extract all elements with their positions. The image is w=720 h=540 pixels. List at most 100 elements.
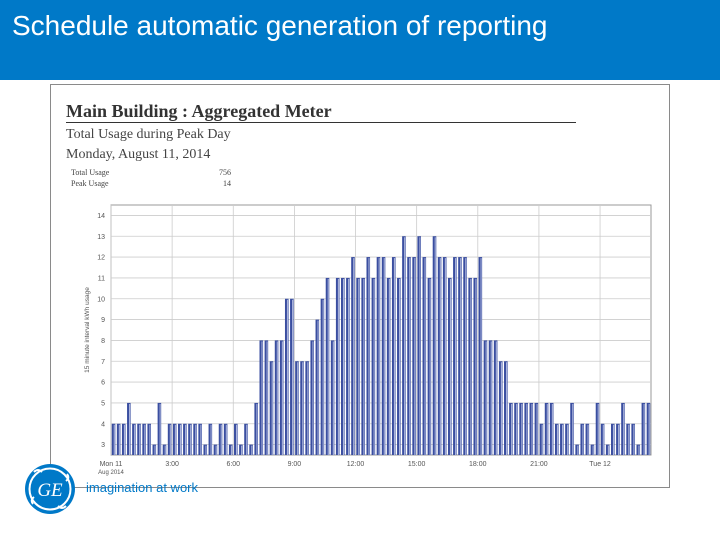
usage-bar bbox=[549, 402, 554, 455]
usage-bar-highlight bbox=[577, 445, 579, 455]
usage-bar bbox=[560, 423, 564, 455]
usage-bar bbox=[269, 361, 274, 455]
usage-bar bbox=[157, 402, 162, 455]
usage-bar-highlight bbox=[353, 258, 355, 455]
usage-bar-highlight bbox=[348, 278, 350, 455]
usage-bar-highlight bbox=[546, 403, 548, 455]
usage-bar-highlight bbox=[373, 278, 375, 455]
usage-bar bbox=[147, 423, 151, 455]
usage-bar-highlight bbox=[404, 237, 406, 455]
usage-bar-highlight bbox=[455, 258, 457, 455]
usage-bar-highlight bbox=[470, 278, 472, 455]
usage-bar-highlight bbox=[414, 258, 416, 455]
usage-bar bbox=[356, 277, 360, 455]
y-tick-label: 14 bbox=[97, 213, 105, 220]
usage-bar bbox=[111, 423, 116, 455]
usage-bar-highlight bbox=[409, 258, 411, 455]
usage-bar bbox=[320, 298, 325, 455]
usage-bar bbox=[422, 257, 427, 455]
usage-bar bbox=[498, 361, 503, 455]
usage-bar bbox=[325, 277, 330, 455]
usage-bar-highlight bbox=[302, 362, 304, 455]
usage-bar bbox=[300, 361, 304, 455]
usage-bar-highlight bbox=[363, 278, 365, 455]
usage-bar-highlight bbox=[266, 341, 268, 455]
usage-bar bbox=[249, 444, 253, 455]
usage-bar bbox=[595, 402, 600, 455]
usage-bar bbox=[463, 257, 467, 455]
usage-bar bbox=[376, 257, 381, 455]
usage-bar-highlight bbox=[439, 258, 441, 455]
usage-bar bbox=[397, 277, 401, 455]
y-tick-label: 13 bbox=[97, 234, 105, 241]
usage-bar bbox=[483, 340, 488, 455]
usage-bar-highlight bbox=[281, 341, 283, 455]
usage-bar bbox=[529, 402, 534, 455]
usage-bar bbox=[274, 340, 279, 455]
x-tick-sublabel: Aug 2014 bbox=[98, 470, 124, 476]
stat-total-usage-value: 756 bbox=[219, 168, 231, 177]
usage-bar-highlight bbox=[607, 445, 609, 455]
usage-bar-highlight bbox=[210, 424, 212, 455]
x-tick-label: Tue 12 bbox=[589, 461, 611, 468]
usage-bar-highlight bbox=[230, 445, 232, 455]
usage-bar-highlight bbox=[154, 445, 156, 455]
usage-bar bbox=[605, 444, 610, 455]
x-tick-label: 12:00 bbox=[347, 461, 365, 468]
usage-bar-highlight bbox=[205, 445, 207, 455]
usage-bar-highlight bbox=[602, 424, 604, 455]
ge-logo-icon: GE bbox=[25, 464, 75, 514]
usage-bar-highlight bbox=[648, 403, 650, 455]
usage-bar bbox=[188, 423, 192, 455]
usage-bar-highlight bbox=[144, 424, 146, 455]
usage-bar bbox=[453, 257, 457, 455]
usage-bar bbox=[254, 402, 258, 455]
usage-bar-highlight bbox=[434, 237, 436, 455]
usage-bar-highlight bbox=[317, 320, 319, 455]
usage-bar-highlight bbox=[567, 424, 569, 455]
usage-bar-highlight bbox=[220, 424, 222, 455]
usage-bar-highlight bbox=[297, 362, 299, 455]
y-tick-label: 8 bbox=[101, 338, 105, 345]
usage-bar-highlight bbox=[516, 403, 518, 455]
usage-bar bbox=[412, 257, 416, 455]
usage-bar-highlight bbox=[139, 424, 141, 455]
usage-bar bbox=[371, 277, 376, 455]
usage-bar-highlight bbox=[541, 424, 543, 455]
title-bar: Schedule automatic generation of reporti… bbox=[0, 0, 720, 80]
usage-bar bbox=[351, 257, 355, 455]
usage-bar bbox=[570, 402, 574, 455]
usage-bar-highlight bbox=[251, 445, 253, 455]
usage-bar bbox=[142, 423, 146, 455]
usage-bar-highlight bbox=[368, 258, 370, 455]
usage-bar-highlight bbox=[358, 278, 360, 455]
report-title: Main Building : Aggregated Meter bbox=[66, 101, 332, 121]
usage-bar bbox=[366, 257, 371, 455]
y-tick-label: 3 bbox=[101, 442, 105, 449]
usage-bar bbox=[447, 277, 452, 455]
usage-bar bbox=[295, 361, 299, 455]
plot-area bbox=[110, 204, 652, 456]
usage-bar-highlight bbox=[292, 299, 294, 455]
usage-bar bbox=[341, 277, 345, 455]
usage-bar bbox=[183, 423, 187, 455]
x-tick-label: 6:00 bbox=[226, 461, 240, 468]
usage-bar bbox=[478, 257, 483, 455]
usage-bar-highlight bbox=[623, 403, 625, 455]
usage-bar bbox=[223, 423, 228, 455]
usage-bar-highlight bbox=[475, 278, 477, 455]
usage-bar-highlight bbox=[587, 424, 589, 455]
usage-bar bbox=[458, 257, 462, 455]
usage-bar-highlight bbox=[286, 299, 289, 455]
usage-bar-highlight bbox=[500, 362, 502, 455]
usage-bar bbox=[565, 423, 569, 455]
usage-bar-highlight bbox=[246, 424, 248, 455]
usage-bar bbox=[473, 277, 478, 455]
usage-bar-highlight bbox=[556, 424, 559, 455]
usage-bar-highlight bbox=[129, 403, 131, 455]
slide-title: Schedule automatic generation of reporti… bbox=[12, 10, 548, 41]
x-tick-label: 21:00 bbox=[530, 461, 548, 468]
usage-bar-highlight bbox=[159, 403, 161, 455]
usage-bar-highlight bbox=[551, 403, 553, 455]
usage-bar-highlight bbox=[480, 258, 482, 455]
